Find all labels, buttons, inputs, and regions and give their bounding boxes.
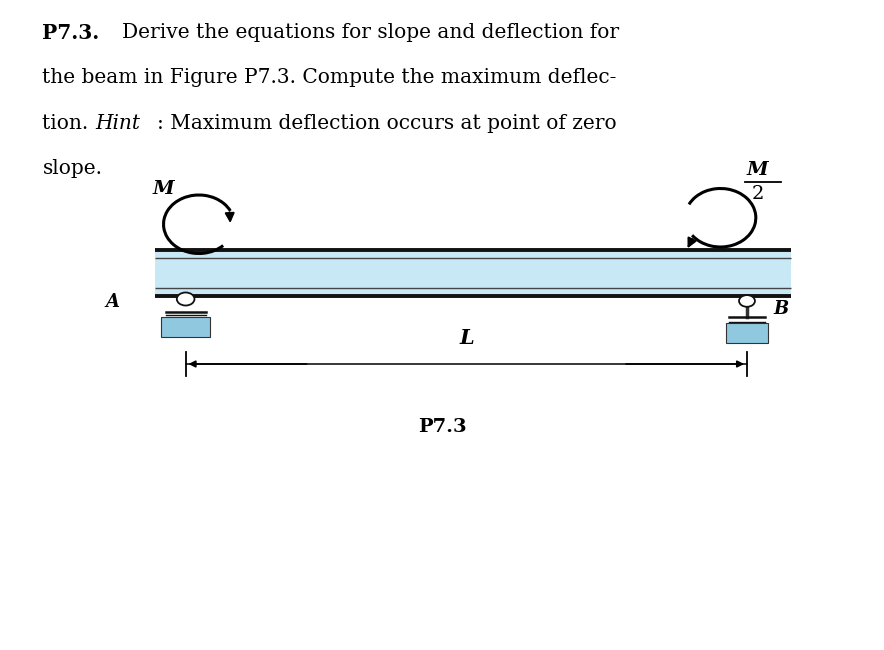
Text: L: L [459,328,474,348]
Text: P7.3.: P7.3. [42,23,100,43]
Text: Derive the equations for slope and deflection for: Derive the equations for slope and defle… [122,23,619,42]
Text: : Maximum deflection occurs at point of zero: : Maximum deflection occurs at point of … [157,114,617,133]
Bar [727,323,767,343]
Circle shape [739,295,755,307]
Bar [161,317,210,337]
Text: A: A [105,293,119,311]
Text: Hint: Hint [95,114,141,133]
Text: M: M [747,161,768,179]
Text: 2: 2 [751,185,764,203]
Text: M: M [153,180,174,198]
Text: P7.3: P7.3 [417,417,467,436]
Circle shape [177,292,194,306]
Text: tion.: tion. [42,114,95,133]
Bar [155,250,791,296]
Text: the beam in Figure P7.3. Compute the maximum deflec-: the beam in Figure P7.3. Compute the max… [42,68,617,87]
Text: B: B [774,300,789,318]
Text: slope.: slope. [42,159,103,178]
